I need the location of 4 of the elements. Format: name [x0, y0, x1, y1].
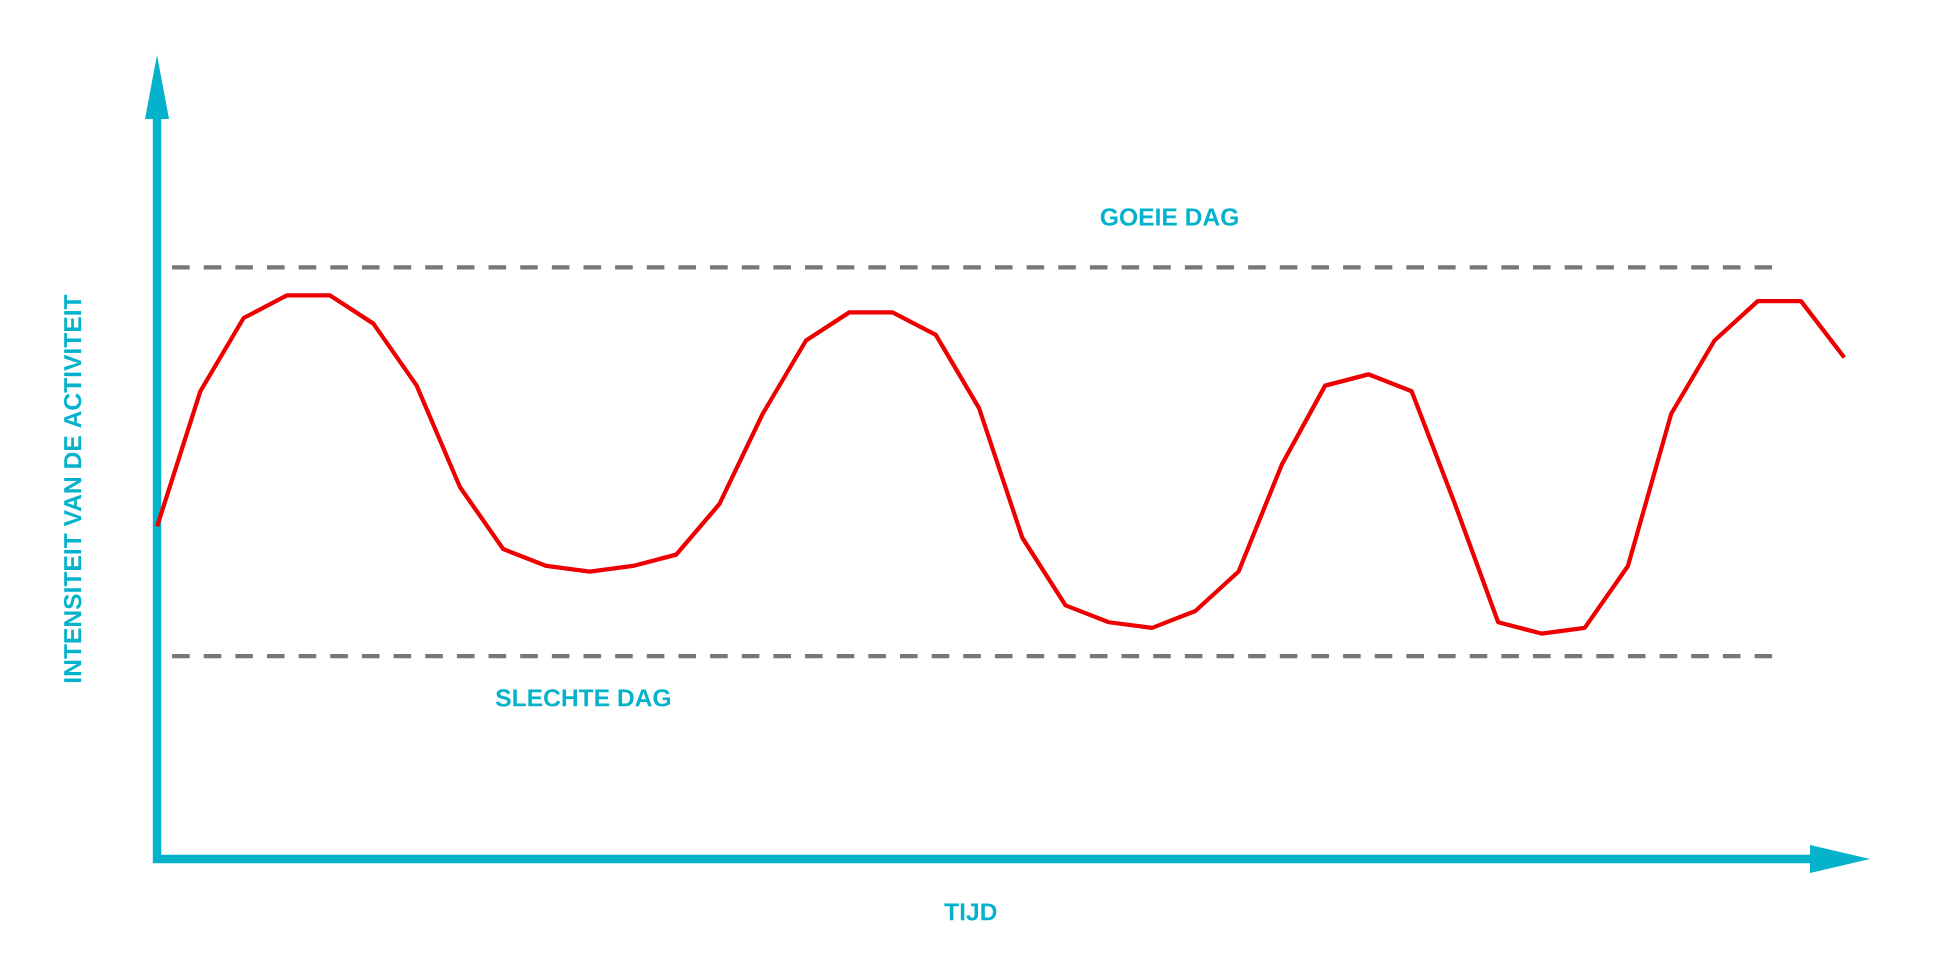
x-axis-title: TIJD: [944, 903, 997, 921]
ref-line-label: GOEIE DAG: [1100, 208, 1238, 226]
ref-line-label: SLECHTE DAG: [495, 689, 671, 707]
y-axis-title: INTENSITEIT VAN DE ACTIVITEIT: [63, 294, 82, 683]
